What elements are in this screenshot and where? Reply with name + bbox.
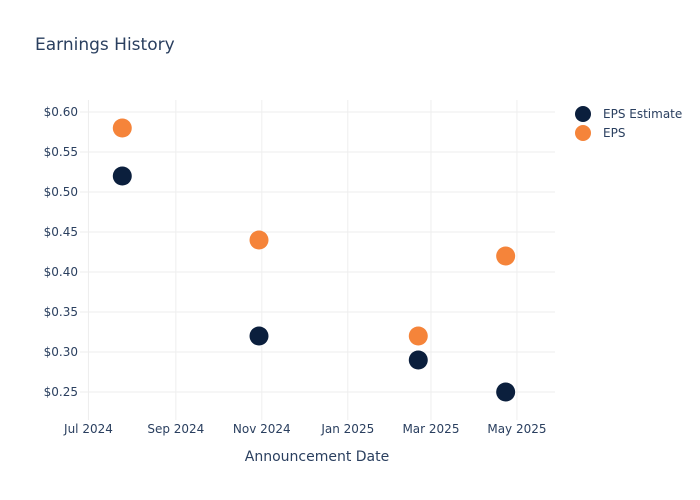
x-tick-label: Sep 2024 — [147, 422, 204, 436]
eps-point — [408, 326, 428, 346]
x-tick-label: Jan 2025 — [320, 422, 374, 436]
y-tick-label: $0.45 — [44, 225, 78, 239]
eps-point — [112, 118, 132, 138]
eps-point — [496, 246, 516, 266]
legend-label-eps: EPS — [603, 126, 625, 140]
legend: EPS Estimate EPS — [575, 106, 682, 141]
y-tick-label: $0.35 — [44, 305, 78, 319]
eps-point — [249, 230, 269, 250]
y-tick-label: $0.25 — [44, 385, 78, 399]
eps-estimate-point — [249, 326, 269, 346]
y-tick-label: $0.40 — [44, 265, 78, 279]
x-tick-label: Jul 2024 — [63, 422, 113, 436]
grid-lines — [80, 100, 555, 420]
x-tick-label: Mar 2025 — [402, 422, 459, 436]
x-axis-ticks: Jul 2024 Sep 2024 Nov 2024 Jan 2025 Mar 2025… — [63, 422, 546, 436]
data-points — [112, 118, 516, 402]
y-tick-label: $0.55 — [44, 145, 78, 159]
legend-marker-eps-estimate — [575, 106, 591, 122]
eps-estimate-point — [112, 166, 132, 186]
eps-estimate-point — [408, 350, 428, 370]
x-tick-label: Nov 2024 — [233, 422, 291, 436]
chart-title: Earnings History — [35, 35, 175, 55]
y-tick-label: $0.50 — [44, 185, 78, 199]
eps-estimate-point — [496, 382, 516, 402]
x-tick-label: May 2025 — [487, 422, 546, 436]
legend-marker-eps — [575, 125, 591, 141]
y-tick-label: $0.60 — [44, 105, 78, 119]
x-axis-title: Announcement Date — [245, 449, 389, 465]
legend-label-eps-estimate: EPS Estimate — [603, 107, 682, 121]
y-axis-ticks: $0.25 $0.30 $0.35 $0.40 $0.45 $0.50 $0.55 $0.60 — [44, 105, 78, 399]
y-tick-label: $0.30 — [44, 345, 78, 359]
